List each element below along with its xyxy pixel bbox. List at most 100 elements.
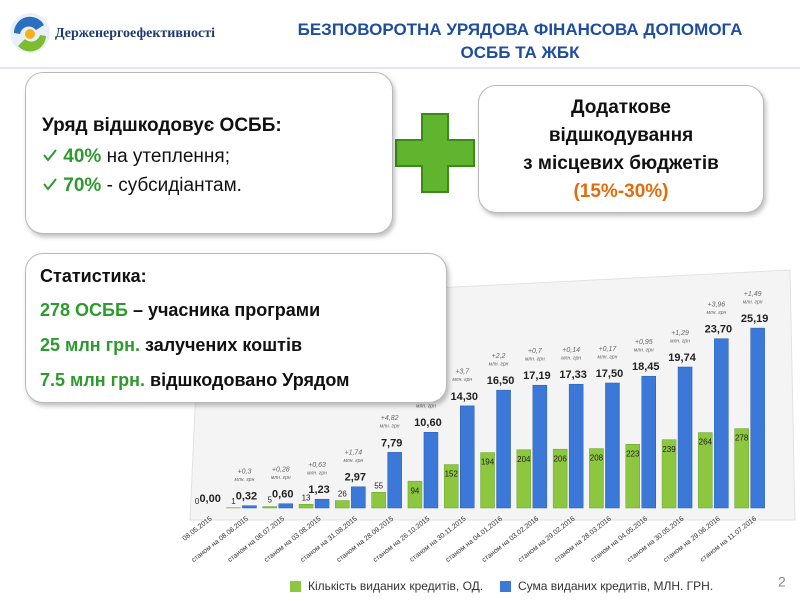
increment-unit: млн. грн bbox=[743, 299, 763, 305]
title-line: ОСББ ТА ЖБК bbox=[460, 43, 580, 62]
data-label: 23,70 bbox=[705, 324, 733, 336]
data-label: 26 bbox=[338, 490, 347, 499]
box-range: (15%-30%) bbox=[573, 181, 669, 202]
data-label: 94 bbox=[410, 486, 419, 495]
bar bbox=[605, 382, 620, 509]
increment-label: +0,95 bbox=[635, 339, 653, 346]
slide-title: БЕЗПОВОРОТНА УРЯДОВА ФІНАНСОВА ДОПОМОГА … bbox=[230, 18, 800, 64]
increment-label: +0,28 bbox=[272, 467, 290, 474]
data-label: 17,33 bbox=[559, 369, 587, 381]
data-label: 10,60 bbox=[414, 417, 442, 429]
data-label: 13 bbox=[302, 493, 311, 502]
increment-label: +0,7 bbox=[528, 348, 543, 355]
legend-swatch bbox=[290, 581, 301, 592]
stat-text: залучених коштів bbox=[145, 335, 303, 355]
data-label: 7,79 bbox=[381, 437, 402, 449]
bar bbox=[734, 428, 749, 509]
plus-icon bbox=[395, 113, 475, 193]
data-label: 194 bbox=[481, 458, 495, 467]
data-label: 0,00 bbox=[199, 493, 220, 505]
data-label: 206 bbox=[553, 454, 567, 463]
increment-label: +0,3 bbox=[238, 469, 252, 476]
stat-text: – учасника програми bbox=[132, 300, 321, 320]
bar bbox=[444, 464, 459, 509]
bar bbox=[262, 506, 277, 509]
data-label: 5 bbox=[268, 496, 273, 505]
data-label: 208 bbox=[590, 454, 604, 463]
stat-item: 278 ОСББ – учасника програми bbox=[40, 300, 320, 321]
data-label: 14,30 bbox=[450, 391, 478, 403]
logo-text: Держенергоефективності bbox=[55, 26, 215, 41]
increment-label: +0,63 bbox=[308, 462, 326, 469]
increment-unit: млн. грн bbox=[561, 356, 581, 362]
stat-item: 7.5 млн грн. відшкодовано Урядом bbox=[40, 370, 349, 391]
box-item: 70% - субсидіантам. bbox=[42, 175, 242, 197]
bar bbox=[750, 327, 765, 509]
bar bbox=[480, 452, 495, 509]
data-label: 239 bbox=[662, 445, 676, 454]
bar bbox=[516, 449, 532, 509]
data-label: 1,23 bbox=[308, 484, 329, 496]
check-icon bbox=[43, 178, 57, 191]
box-heading: Статистика: bbox=[40, 266, 147, 286]
box-item: 40% на утеплення; bbox=[42, 146, 230, 168]
bar bbox=[641, 375, 656, 509]
data-label: 0,32 bbox=[236, 491, 257, 503]
data-label: 55 bbox=[374, 481, 383, 490]
increment-label: +1,74 bbox=[344, 450, 362, 457]
increment-unit: млн. грн bbox=[670, 338, 690, 344]
increment-label: +0,17 bbox=[599, 346, 618, 353]
increment-label: +1,49 bbox=[744, 291, 762, 298]
check-icon bbox=[43, 149, 57, 162]
increment-label: +2,2 bbox=[492, 353, 506, 360]
bar bbox=[661, 439, 677, 509]
increment-unit: млн. грн bbox=[343, 458, 363, 464]
legend-label: Сума виданих кредитів, МЛН. ГРН. bbox=[518, 579, 713, 593]
page-number: 2 bbox=[778, 574, 786, 590]
stat-value: 7.5 млн грн. bbox=[40, 370, 146, 390]
bar bbox=[335, 500, 350, 509]
box-compensation: Уряд відшкодовує ОСББ: 40% на утеплення;… bbox=[25, 72, 393, 234]
data-label: 17,50 bbox=[596, 368, 624, 380]
bar bbox=[278, 503, 293, 509]
bar bbox=[677, 366, 693, 509]
increment-unit: млн. грн bbox=[271, 475, 291, 481]
data-label: 2,97 bbox=[345, 472, 366, 484]
stat-value: 25 млн грн. bbox=[40, 335, 141, 355]
data-label: 16,50 bbox=[487, 375, 515, 387]
logo bbox=[10, 13, 50, 53]
title-line: БЕЗПОВОРОТНА УРЯДОВА ФІНАНСОВА ДОПОМОГА bbox=[297, 20, 743, 39]
bar bbox=[407, 480, 423, 509]
box-line: Додаткове bbox=[571, 97, 671, 118]
bar bbox=[298, 504, 314, 509]
bar bbox=[242, 505, 257, 509]
bar bbox=[568, 383, 584, 509]
increment-label: +1,29 bbox=[671, 330, 689, 337]
bar bbox=[387, 452, 402, 509]
box-line: відшкодування bbox=[548, 125, 694, 146]
bar bbox=[314, 498, 330, 509]
item-value: 70% bbox=[63, 175, 102, 196]
legend-swatch bbox=[500, 581, 511, 592]
data-label: 223 bbox=[626, 449, 640, 458]
bar bbox=[423, 432, 439, 509]
increment-label: +3,96 bbox=[707, 302, 725, 309]
data-label: 1 bbox=[231, 497, 236, 506]
bar bbox=[698, 432, 713, 509]
bar bbox=[496, 389, 511, 509]
bar bbox=[460, 405, 475, 509]
item-value: 40% bbox=[63, 146, 102, 167]
data-label: 204 bbox=[517, 455, 531, 464]
data-label: 18,45 bbox=[632, 361, 660, 373]
increment-label: +3,7 bbox=[455, 369, 470, 376]
bar bbox=[351, 486, 366, 509]
increment-unit: млн. грн bbox=[634, 348, 654, 354]
data-label: 278 bbox=[735, 434, 749, 443]
bar bbox=[714, 338, 729, 509]
increment-unit: млн. грн bbox=[598, 354, 618, 360]
bar bbox=[625, 444, 640, 509]
stat-text: відшкодовано Урядом bbox=[150, 370, 350, 390]
box-line: з місцевих бюджетів bbox=[523, 153, 719, 174]
increment-unit: млн. грн bbox=[452, 377, 472, 383]
